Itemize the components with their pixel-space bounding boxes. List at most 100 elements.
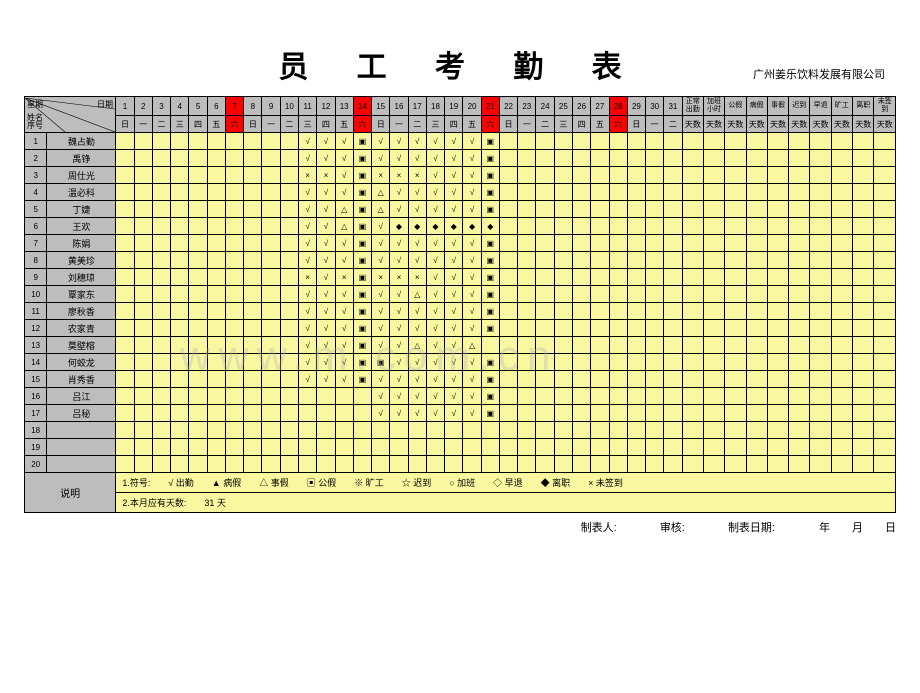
stat-cell [853,337,874,354]
mark-cell [152,320,170,337]
mark-cell [609,405,627,422]
mark-cell: √ [317,320,335,337]
mark-cell: √ [317,252,335,269]
stat-cell [874,269,896,286]
date-col: 28 [609,97,627,116]
weekday-cell: 五 [463,116,481,133]
date-col: 13 [335,97,353,116]
mark-cell: √ [445,150,463,167]
mark-cell: √ [445,337,463,354]
mark-cell [171,371,189,388]
weekday-cell: 二 [536,116,554,133]
row-number: 14 [25,354,47,371]
mark-cell: ▣ [481,235,499,252]
mark-cell: √ [445,388,463,405]
mark-cell [609,303,627,320]
row-number: 10 [25,286,47,303]
mark-cell [390,439,408,456]
mark-cell [189,456,207,473]
mark-cell [152,235,170,252]
mark-cell [116,354,134,371]
mark-cell [518,422,536,439]
date-col: 12 [317,97,335,116]
mark-cell [646,320,664,337]
mark-cell: √ [390,337,408,354]
mark-cell [280,235,298,252]
mark-cell [664,235,682,252]
stat-cell [746,439,767,456]
mark-cell [299,439,317,456]
stat-cell [746,150,767,167]
stat-cell [725,388,746,405]
mark-cell [609,354,627,371]
stat-sub: 天数 [789,116,810,133]
mark-cell [335,456,353,473]
mark-cell [171,252,189,269]
mark-cell: √ [463,371,481,388]
mark-cell: √ [390,235,408,252]
mark-cell [518,371,536,388]
mark-cell: √ [299,371,317,388]
stat-cell [746,218,767,235]
stat-cell [746,269,767,286]
mark-cell [152,456,170,473]
mark-cell [116,303,134,320]
mark-cell [225,150,243,167]
stat-cell [767,218,788,235]
stat-sub: 天数 [831,116,852,133]
stat-cell [682,422,703,439]
mark-cell [518,269,536,286]
mark-cell [207,354,225,371]
mark-cell [554,456,572,473]
stat-cell [725,167,746,184]
stat-header: 公假 [725,97,746,116]
mark-cell [664,303,682,320]
mark-cell [116,337,134,354]
row-number: 7 [25,235,47,252]
mark-cell [171,269,189,286]
mark-cell: √ [426,269,444,286]
mark-cell [664,184,682,201]
stat-cell [703,150,724,167]
mark-cell: √ [463,269,481,286]
mark-cell [134,252,152,269]
mark-cell [207,252,225,269]
mark-cell [171,337,189,354]
stat-cell [703,184,724,201]
mark-cell [646,405,664,422]
stat-cell [874,303,896,320]
mark-cell [499,303,517,320]
row-number: 2 [25,150,47,167]
mark-cell [499,184,517,201]
mark-cell: √ [445,303,463,320]
mark-cell [189,286,207,303]
mark-cell [499,337,517,354]
mark-cell [207,388,225,405]
mark-cell [134,456,152,473]
stat-cell [853,286,874,303]
mark-cell [225,388,243,405]
mark-cell [572,439,590,456]
stat-cell [810,303,831,320]
stat-cell [767,303,788,320]
mark-cell [244,201,262,218]
mark-cell [463,422,481,439]
stat-cell [874,320,896,337]
row-number: 12 [25,320,47,337]
mark-cell [627,133,645,150]
mark-cell: √ [463,303,481,320]
stat-cell [789,439,810,456]
mark-cell [116,405,134,422]
weekday-cell: 二 [408,116,426,133]
date-col: 6 [207,97,225,116]
mark-cell [463,456,481,473]
stat-cell [831,218,852,235]
stat-cell [746,235,767,252]
stat-cell [703,422,724,439]
mark-cell [664,133,682,150]
stat-cell [831,371,852,388]
mark-cell [262,354,280,371]
mark-cell: √ [390,133,408,150]
mark-cell: × [317,167,335,184]
mark-cell: √ [299,320,317,337]
